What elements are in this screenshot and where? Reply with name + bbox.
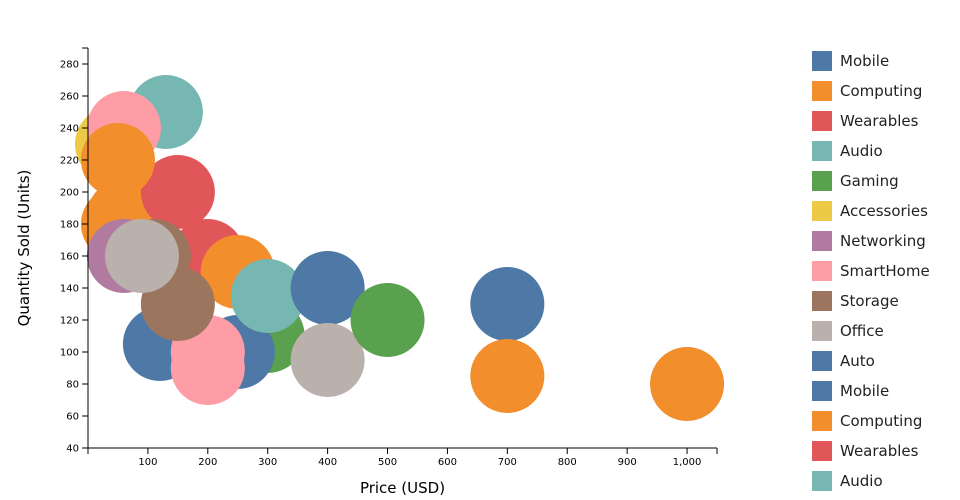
legend-swatch xyxy=(812,471,832,491)
legend-item-accessories-5[interactable]: Accessories xyxy=(812,201,928,221)
legend-swatch xyxy=(812,141,832,161)
legend-label: Auto xyxy=(840,352,875,370)
legend-item-networking-6[interactable]: Networking xyxy=(812,231,926,251)
legend-item-office-9[interactable]: Office xyxy=(812,321,884,341)
legend-swatch xyxy=(812,381,832,401)
legend-swatch xyxy=(812,351,832,371)
legend-label: Accessories xyxy=(840,202,928,220)
legend: Mobile Computing Wearables Audio Gaming Acces… xyxy=(812,51,930,491)
legend-item-audio-3[interactable]: Audio xyxy=(812,141,883,161)
legend-swatch xyxy=(812,231,832,251)
y-axis-ticks: 40 60 80 100 120 140 160 180 200 220 240 260 280 xyxy=(60,47,88,455)
y-tick-label-140: 140 xyxy=(60,284,79,295)
y-tick-label-180: 180 xyxy=(60,220,79,231)
legend-item-gaming-4[interactable]: Gaming xyxy=(812,171,899,191)
legend-swatch xyxy=(812,111,832,131)
legend-item-computing-12[interactable]: Computing xyxy=(812,411,922,431)
x-tick-label-400: 400 xyxy=(318,457,337,468)
legend-swatch xyxy=(812,291,832,311)
legend-swatch xyxy=(812,261,832,281)
legend-swatch xyxy=(812,411,832,431)
legend-item-storage-8[interactable]: Storage xyxy=(812,291,899,311)
y-tick-label-80: 80 xyxy=(66,380,79,391)
bubbles-layer xyxy=(74,75,725,421)
legend-swatch xyxy=(812,441,832,461)
legend-label: Wearables xyxy=(840,112,919,130)
bubble-mobile-17[interactable] xyxy=(470,267,545,341)
x-tick-label-1000: 1,000 xyxy=(673,457,702,468)
legend-label: Mobile xyxy=(840,382,889,400)
legend-label: Wearables xyxy=(840,442,919,460)
y-tick-label-40: 40 xyxy=(66,444,79,455)
x-tick-label-500: 500 xyxy=(378,457,397,468)
x-tick-label-900: 900 xyxy=(618,457,637,468)
axes: 100 200 300 400 500 600 700 800 900 1,000 40 60 80 1… xyxy=(60,47,718,468)
legend-item-smarthome-7[interactable]: SmartHome xyxy=(812,261,930,281)
y-tick-label-120: 120 xyxy=(60,316,79,327)
legend-label: Audio xyxy=(840,472,883,490)
bubble-computing-24[interactable] xyxy=(80,123,155,197)
legend-item-mobile-0[interactable]: Mobile xyxy=(812,51,889,71)
x-axis-ticks: 100 200 300 400 500 600 700 800 900 1,000 xyxy=(87,448,718,468)
y-tick-label-60: 60 xyxy=(66,412,79,423)
legend-swatch xyxy=(812,201,832,221)
x-tick-label-200: 200 xyxy=(198,457,217,468)
legend-swatch xyxy=(812,81,832,101)
bubble-computing-19[interactable] xyxy=(650,347,725,421)
bubble-computing-18[interactable] xyxy=(470,339,545,413)
x-tick-label-600: 600 xyxy=(438,457,457,468)
legend-item-wearables-2[interactable]: Wearables xyxy=(812,111,919,131)
legend-label: Office xyxy=(840,322,884,340)
y-tick-label-260: 260 xyxy=(60,92,79,103)
legend-label: SmartHome xyxy=(840,262,930,280)
legend-swatch xyxy=(812,51,832,71)
y-tick-label-200: 200 xyxy=(60,188,79,199)
y-axis-title: Quantity Sold (Units) xyxy=(15,170,33,327)
legend-item-wearables-13[interactable]: Wearables xyxy=(812,441,919,461)
y-tick-label-100: 100 xyxy=(60,348,79,359)
y-tick-label-160: 160 xyxy=(60,252,79,263)
bubble-audio-13[interactable] xyxy=(230,259,305,333)
legend-item-computing-1[interactable]: Computing xyxy=(812,81,922,101)
legend-item-mobile-11[interactable]: Mobile xyxy=(812,381,889,401)
legend-swatch xyxy=(812,321,832,341)
legend-label: Audio xyxy=(840,142,883,160)
bubble-office-25[interactable] xyxy=(104,219,179,293)
legend-label: Networking xyxy=(840,232,926,250)
x-axis-title: Price (USD) xyxy=(360,479,445,497)
y-tick-label-220: 220 xyxy=(60,156,79,167)
legend-label: Storage xyxy=(840,292,899,310)
bubble-gaming-16[interactable] xyxy=(350,283,425,357)
bubble-office-15[interactable] xyxy=(290,323,365,397)
y-tick-label-280: 280 xyxy=(60,60,79,71)
legend-label: Computing xyxy=(840,412,922,430)
legend-label: Computing xyxy=(840,82,922,100)
x-tick-label-800: 800 xyxy=(558,457,577,468)
x-tick-label-300: 300 xyxy=(258,457,277,468)
bubble-mobile-14[interactable] xyxy=(290,251,365,325)
legend-swatch xyxy=(812,171,832,191)
x-tick-label-100: 100 xyxy=(138,457,157,468)
legend-item-auto-10[interactable]: Auto xyxy=(812,351,875,371)
legend-item-audio-14[interactable]: Audio xyxy=(812,471,883,491)
bubble-wearables-5[interactable] xyxy=(140,155,215,229)
legend-label: Mobile xyxy=(840,52,889,70)
y-tick-label-240: 240 xyxy=(60,124,79,135)
x-tick-label-700: 700 xyxy=(498,457,517,468)
legend-label: Gaming xyxy=(840,172,899,190)
